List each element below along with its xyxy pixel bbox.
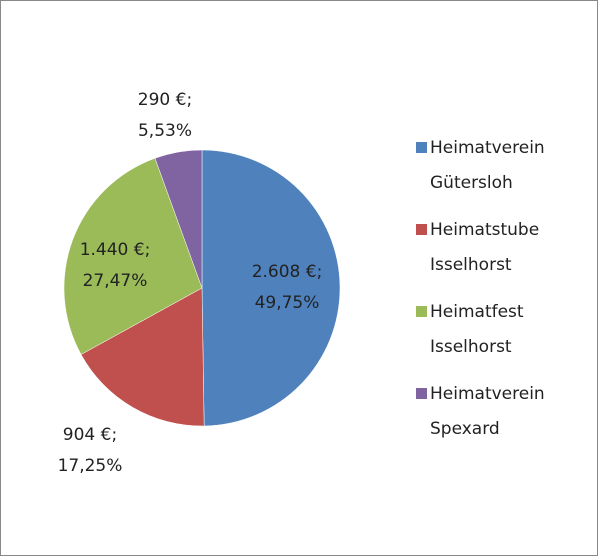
pie-slice [63, 157, 203, 355]
legend-label: Heimatverein Gütersloh [430, 138, 545, 193]
data-label-percent: 5,53% [138, 121, 192, 141]
data-label: 2.608 €; [252, 262, 323, 282]
legend-swatch [416, 306, 427, 317]
pie-slice [201, 149, 341, 427]
legend-label: Heimatstube Isselhorst [430, 220, 540, 275]
legend-swatch [416, 388, 427, 399]
data-label: 904 €; [63, 425, 117, 445]
data-label-percent: 49,75% [255, 293, 320, 313]
pie-slice [154, 149, 203, 289]
pie-slice [80, 287, 205, 427]
legend-swatch [416, 142, 427, 153]
legend-label: Heimatverein Spexard [430, 384, 545, 439]
data-label-percent: 27,47% [83, 271, 148, 291]
data-label: 290 €; [138, 90, 192, 110]
data-label: 1.440 €; [80, 240, 151, 260]
legend-label: Heimatfest Isselhorst [430, 302, 524, 357]
data-label-percent: 17,25% [58, 456, 123, 476]
legend-swatch [416, 224, 427, 235]
